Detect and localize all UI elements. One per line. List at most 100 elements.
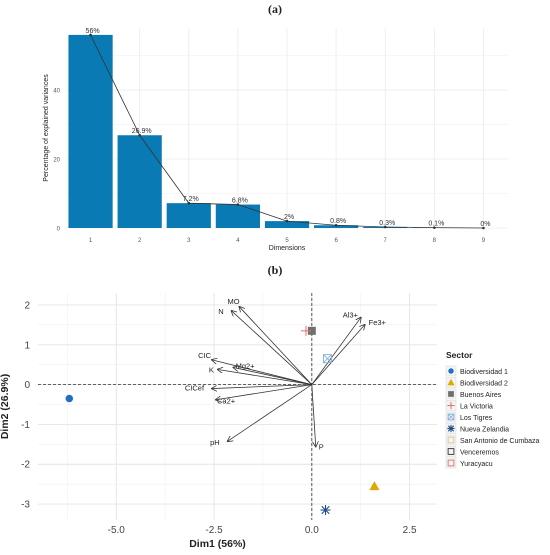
legend-key-los-tigres bbox=[447, 413, 455, 421]
legend-key-bg bbox=[445, 457, 457, 469]
point-nueva-zelandia-s3 bbox=[321, 505, 330, 515]
vector-label-Ca2+: Ca2+ bbox=[217, 397, 236, 406]
bar-5 bbox=[264, 221, 310, 228]
data-label-9: 0% bbox=[480, 221, 490, 228]
vector-label-K: K bbox=[209, 365, 214, 374]
legend-label: Nueva Zelandia bbox=[460, 426, 509, 433]
vector-label-CIC: CIC bbox=[198, 351, 212, 360]
bar-2 bbox=[117, 135, 162, 228]
panel-b-label: (b) bbox=[267, 263, 283, 277]
y-tick-label: -2 bbox=[21, 460, 30, 471]
x-tick-label: -2.5 bbox=[205, 525, 223, 536]
point-los-tigres-box bbox=[323, 354, 332, 364]
trend-point-5 bbox=[285, 219, 289, 223]
vector-Mg2+ bbox=[234, 367, 312, 385]
trend-point-9 bbox=[482, 226, 485, 230]
legend-key-san-antonio-de-cumbaza bbox=[447, 436, 455, 444]
legend: Sector Biodiversidad 1 Biodiversidad 2 Buen… bbox=[445, 350, 539, 469]
legend-key-buenos-aires bbox=[448, 391, 454, 397]
vector-CIC bbox=[212, 360, 312, 385]
y-tick-label: 0 bbox=[24, 380, 30, 391]
x-axis-title: Dim1 (56%) bbox=[189, 538, 246, 550]
legend-label: San Antonio de Cumbaza bbox=[460, 438, 539, 445]
data-label-8: 0.1% bbox=[428, 221, 444, 228]
data-label-1: 56% bbox=[86, 28, 100, 35]
data-label-3: 7.2% bbox=[183, 196, 199, 203]
vector-label-CICef: CICef bbox=[185, 384, 205, 393]
vector-MO bbox=[239, 307, 313, 385]
vector-CICef bbox=[212, 384, 312, 389]
x-tick-label-6: 6 bbox=[334, 238, 338, 244]
vector-K bbox=[218, 369, 312, 385]
pca-biplot: MO N Al3+ Fe3+ CIC K Mg2+ CICef Ca2+ pH P -5.0 -2.5 0… bbox=[0, 293, 539, 550]
y-tick-label: 20 bbox=[53, 158, 60, 164]
y-tick-label: 2 bbox=[24, 300, 30, 311]
vector-label-Al3+: Al3+ bbox=[343, 311, 359, 320]
vector-label-Fe3+: Fe3+ bbox=[369, 318, 387, 327]
data-label-4: 6.8% bbox=[232, 198, 248, 205]
x-tick-label-1: 1 bbox=[89, 238, 93, 244]
vector-label-P: P bbox=[319, 442, 324, 451]
y-axis-title: Dim2 (26.9%) bbox=[0, 374, 11, 439]
y-tick-label: -3 bbox=[21, 500, 30, 511]
legend-label: Buenos Aires bbox=[460, 392, 502, 399]
bar-4 bbox=[215, 204, 260, 228]
x-tick-label: 0.0 bbox=[305, 525, 319, 536]
vector-label-Mg2+: Mg2+ bbox=[236, 361, 256, 370]
trend-point-3 bbox=[187, 201, 191, 205]
vector-pH bbox=[228, 384, 313, 442]
x-tick-label-3: 3 bbox=[187, 238, 191, 244]
legend-label: Venceremos bbox=[460, 449, 499, 456]
legend-key-biodiversidad-2 bbox=[447, 378, 455, 386]
legend-title: Sector bbox=[446, 350, 473, 360]
x-axis-title: Dimensions bbox=[269, 245, 306, 252]
vector-Al3+ bbox=[311, 318, 361, 385]
x-tick-label-2: 2 bbox=[138, 238, 142, 244]
y-tick-label: -1 bbox=[21, 420, 30, 431]
x-tick-label: -5.0 bbox=[108, 525, 126, 536]
x-tick-label-5: 5 bbox=[285, 238, 289, 244]
y-tick-label: 0 bbox=[57, 227, 61, 233]
trend-point-6 bbox=[334, 223, 338, 227]
scree-plot: 56% 26.9% 7.2% 6.8% 2% 0.8% 0.3% 0.1% 0% 0 20 40 1 2 3… bbox=[43, 28, 508, 252]
y-tick-label: 40 bbox=[53, 89, 60, 95]
point-biodiversidad-1 bbox=[65, 394, 74, 403]
vector-Ca2+ bbox=[216, 384, 312, 400]
point-buenos-aires bbox=[307, 326, 316, 335]
vector-N bbox=[232, 311, 313, 385]
legend-key-los-tigres-box bbox=[447, 413, 455, 421]
legend-key-bg bbox=[445, 446, 457, 457]
vector-label-pH: pH bbox=[210, 438, 220, 447]
legend-label: La Victoria bbox=[460, 403, 493, 410]
x-tick-label-7: 7 bbox=[384, 238, 388, 244]
legend-key-nueva-zelandia bbox=[447, 424, 455, 433]
legend-key-la-victoria bbox=[447, 401, 455, 410]
y-axis-title: Percentage of explained variances bbox=[43, 74, 50, 182]
data-label-6: 0.8% bbox=[330, 218, 346, 225]
vector-label-N: N bbox=[218, 307, 223, 316]
legend-label: Biodiversidad 1 bbox=[460, 369, 508, 376]
x-tick-label-9: 9 bbox=[482, 238, 486, 244]
legend-label: Biodiversidad 2 bbox=[460, 380, 508, 387]
trend-point-7 bbox=[383, 225, 387, 229]
trend-point-2 bbox=[138, 133, 141, 137]
vector-label-MO: MO bbox=[227, 297, 239, 306]
trend-point-8 bbox=[433, 226, 436, 229]
point-los-tigres-d2 bbox=[323, 354, 332, 363]
bar-1 bbox=[68, 34, 113, 229]
legend-key-los-tigres-d2 bbox=[447, 413, 455, 421]
bar-6 bbox=[314, 225, 359, 228]
data-label-7: 0.3% bbox=[379, 220, 395, 227]
panel-a-label: (a) bbox=[268, 2, 282, 16]
legend-key-nueva-zelandia-s3 bbox=[447, 425, 455, 432]
legend-label: Los Tigres bbox=[460, 415, 493, 422]
legend-label: Yuracyacu bbox=[460, 461, 493, 468]
point-la-victoria bbox=[300, 325, 311, 336]
legend-key-venceremos bbox=[447, 448, 455, 455]
data-label-5: 2% bbox=[284, 214, 294, 221]
x-tick-label-4: 4 bbox=[236, 238, 240, 244]
point-biodiversidad-2 bbox=[369, 481, 380, 491]
legend-key-biodiversidad-1 bbox=[448, 368, 454, 374]
trend-point-1 bbox=[89, 33, 92, 37]
